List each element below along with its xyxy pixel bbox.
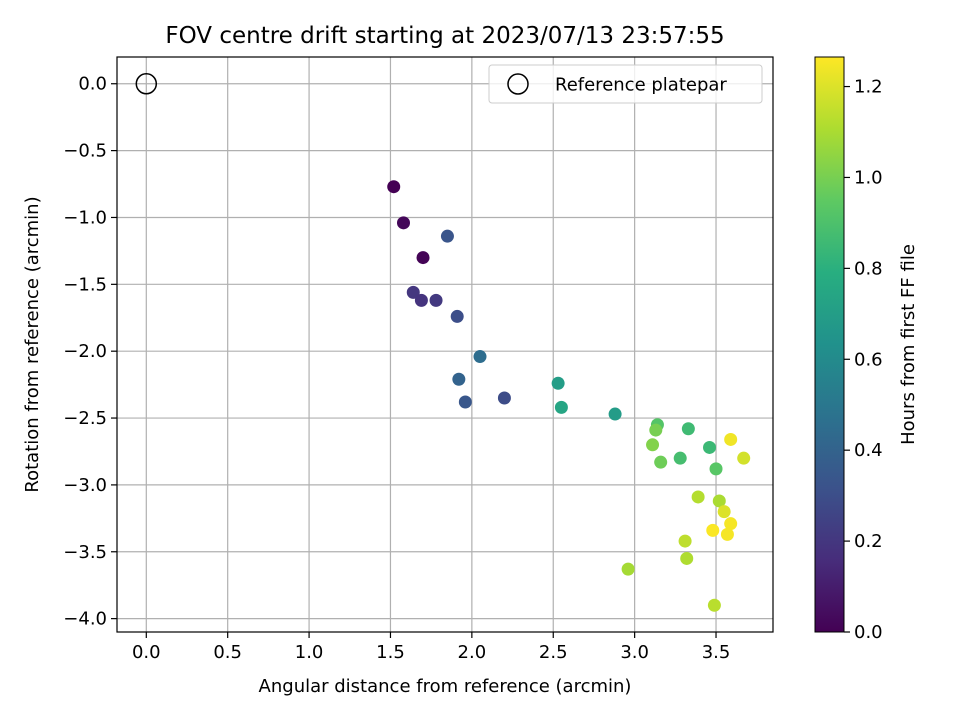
- y-tick-label: 0.0: [78, 74, 107, 95]
- drift-point: [709, 462, 723, 476]
- y-tick-label: −1.5: [63, 274, 107, 295]
- reference-point-layer: [135, 72, 158, 95]
- x-tick-label: 2.0: [458, 642, 487, 663]
- colorbar-ticks: 0.0 0.2 0.4 0.6 0.8 1.0 1.2: [844, 77, 883, 643]
- drift-point: [414, 293, 428, 307]
- x-tick-label: 0.5: [213, 642, 242, 663]
- colorbar-label: Hours from first FF file: [898, 244, 919, 445]
- drift-point: [608, 407, 622, 421]
- drift-point: [654, 455, 668, 469]
- colorbar-tick-label: 0.2: [854, 531, 883, 552]
- drift-point: [429, 293, 443, 307]
- drift-point: [703, 440, 717, 454]
- colorbar-tick-label: 1.2: [854, 77, 883, 98]
- drift-point: [551, 376, 565, 390]
- drift-point: [678, 534, 692, 548]
- scatter-points: [387, 180, 751, 612]
- drift-point: [706, 523, 720, 537]
- drift-point: [649, 423, 663, 437]
- drift-point: [724, 517, 738, 531]
- colorbar-tick-label: 0.0: [854, 622, 883, 643]
- drift-point: [712, 494, 726, 508]
- drift-point: [621, 562, 635, 576]
- drift-point: [450, 309, 464, 323]
- drift-point: [707, 598, 721, 612]
- legend-box: [488, 64, 763, 104]
- grid-lines: [117, 57, 773, 632]
- drift-point: [673, 451, 687, 465]
- x-tick-label: 3.0: [620, 642, 649, 663]
- drift-point: [720, 527, 734, 541]
- y-tick-label: −4.0: [63, 609, 107, 630]
- drift-point: [737, 451, 751, 465]
- y-tick-label: −1.0: [63, 207, 107, 228]
- y-tick-label: −2.0: [63, 341, 107, 362]
- x-tick-label: 3.5: [702, 642, 731, 663]
- drift-point: [691, 490, 705, 504]
- reference-platepar-marker: [135, 72, 158, 95]
- y-axis-label: Rotation from reference (arcmin): [22, 196, 43, 492]
- colorbar-tick-label: 0.8: [854, 258, 883, 279]
- drift-point: [416, 251, 430, 265]
- y-tick-label: −3.5: [63, 542, 107, 563]
- drift-point: [680, 551, 694, 565]
- drift-point: [452, 372, 466, 386]
- colorbar-tick-label: 0.6: [854, 349, 883, 370]
- drift-point: [717, 505, 731, 519]
- colorbar-tick-label: 1.0: [854, 167, 883, 188]
- legend-entry-label: Reference platepar: [555, 75, 727, 96]
- x-axis-label: Angular distance from reference (arcmin): [259, 676, 632, 697]
- drift-point: [440, 229, 454, 243]
- y-tick-label: −3.0: [63, 475, 107, 496]
- x-tick-label: 1.5: [376, 642, 405, 663]
- x-tick-label: 1.0: [295, 642, 324, 663]
- y-tick-label: −0.5: [63, 141, 107, 162]
- y-axis-ticks: 0.0 −0.5 −1.0 −1.5 −2.0 −2.5 −3.0 −3.5 −4.0: [63, 74, 117, 630]
- drift-point: [458, 395, 472, 409]
- drift-point: [396, 216, 410, 230]
- drift-point: [406, 285, 420, 299]
- drift-point: [497, 391, 511, 405]
- drift-point: [554, 400, 568, 414]
- drift-point: [681, 422, 695, 436]
- x-tick-label: 0.0: [132, 642, 161, 663]
- y-tick-label: −2.5: [63, 408, 107, 429]
- colorbar-tick-label: 0.4: [854, 440, 883, 461]
- drift-point: [646, 438, 660, 452]
- drift-point: [473, 350, 487, 364]
- drift-point: [387, 180, 401, 194]
- x-tick-label: 2.5: [539, 642, 568, 663]
- colorbar: [814, 56, 845, 633]
- plot-frame: [116, 56, 774, 633]
- chart-title: FOV centre drift starting at 2023/07/13 …: [165, 23, 724, 49]
- x-axis-ticks: 0.0 0.5 1.0 1.5 2.0 2.5 3.0 3.5: [132, 632, 730, 663]
- legend: Reference platepar: [488, 64, 763, 104]
- legend-open-circle-marker: [507, 73, 529, 95]
- drift-point: [724, 432, 738, 446]
